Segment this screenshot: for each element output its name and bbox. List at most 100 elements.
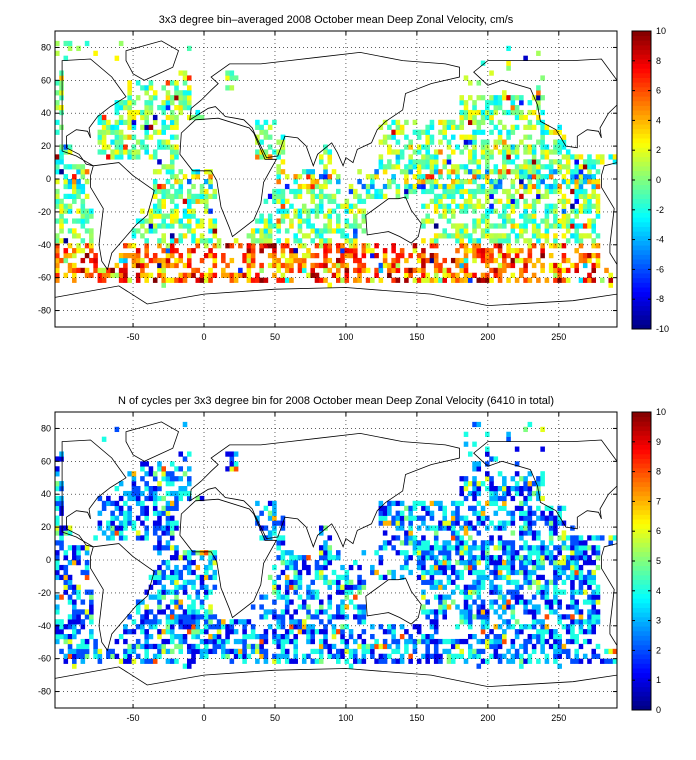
bin-cell — [485, 109, 490, 116]
bin-cell — [370, 277, 375, 283]
bin-cell — [416, 169, 422, 175]
bin-cell — [472, 119, 477, 126]
bin-cell — [523, 159, 528, 165]
bin-cell — [527, 634, 533, 640]
bin-cell — [361, 643, 367, 650]
bin-cell — [199, 183, 205, 190]
bin-cell — [59, 159, 64, 165]
bin-cell — [186, 476, 192, 482]
bin-cell — [93, 257, 98, 264]
bin-cell — [472, 144, 477, 150]
bin-cell — [497, 535, 503, 541]
bin-cell — [510, 560, 516, 566]
bin-cell — [519, 233, 524, 239]
bin-cell — [429, 510, 435, 516]
bin-cell — [323, 169, 328, 175]
bin-cell — [391, 134, 396, 140]
bin-cell — [510, 638, 516, 645]
bin-cell — [318, 228, 324, 234]
bin-cell — [178, 233, 184, 239]
bin-cell — [301, 619, 307, 625]
bin-cell — [510, 257, 516, 264]
bin-cell — [557, 149, 562, 155]
bin-cell — [480, 129, 486, 135]
bin-cell — [502, 490, 507, 497]
bin-cell — [186, 560, 192, 566]
bin-cell — [510, 129, 516, 135]
bin-cell — [323, 243, 328, 249]
bin-cell — [357, 272, 362, 278]
bin-cell — [242, 648, 247, 655]
bin-cell — [565, 159, 571, 165]
bin-cell — [553, 243, 558, 249]
bin-cell — [544, 550, 550, 556]
bin-cell — [280, 643, 286, 650]
bin-cell — [433, 238, 439, 244]
bin-cell — [523, 114, 528, 121]
bin-cell — [191, 569, 196, 576]
bin-cell — [587, 154, 592, 160]
bin-cell — [353, 228, 358, 234]
bin-cell — [485, 555, 490, 561]
bin-cell — [591, 629, 597, 635]
bin-cell — [591, 179, 597, 185]
bin-cell — [127, 471, 132, 477]
bin-cell — [433, 272, 439, 278]
bin-cell — [595, 643, 601, 650]
bin-cell — [506, 233, 511, 239]
bin-cell — [336, 614, 341, 620]
bin-cell — [306, 629, 311, 635]
bin-cell — [582, 545, 588, 551]
bin-cell — [485, 228, 490, 234]
bin-cell — [110, 149, 115, 155]
bin-cell — [55, 471, 60, 477]
bin-cell — [280, 159, 286, 165]
bin-cell — [527, 530, 533, 536]
colorbar-segment — [632, 231, 651, 237]
bin-cell — [412, 129, 418, 135]
bin-cell — [272, 564, 277, 571]
bin-cell — [289, 203, 294, 209]
bin-cell — [246, 653, 252, 659]
bin-cell — [502, 253, 507, 259]
bin-cell — [570, 560, 575, 566]
bin-cell — [536, 183, 541, 190]
bin-cell — [429, 574, 435, 581]
bin-cell — [450, 277, 456, 283]
bin-cell — [157, 267, 162, 274]
bin-cell — [404, 188, 409, 195]
bin-cell — [595, 584, 601, 590]
bin-cell — [446, 520, 452, 526]
bin-cell — [135, 495, 141, 502]
bin-cell — [485, 179, 490, 185]
bin-cell — [489, 95, 494, 101]
bin-cell — [165, 80, 171, 86]
bin-cell — [472, 421, 477, 428]
bin-cell — [510, 530, 516, 536]
bin-cell — [463, 105, 469, 111]
bin-cell — [55, 233, 60, 239]
bin-cell — [502, 267, 507, 274]
bin-cell — [421, 604, 426, 610]
bin-cell — [204, 648, 209, 655]
bin-cell — [204, 277, 209, 283]
bin-cell — [476, 614, 482, 620]
bin-cell — [595, 589, 601, 595]
bin-cell — [557, 535, 562, 541]
bin-cell — [314, 569, 320, 576]
bin-cell — [485, 100, 490, 106]
bin-cell — [301, 564, 307, 571]
bin-cell — [497, 525, 503, 531]
bin-cell — [442, 510, 447, 516]
bin-cell — [314, 629, 320, 635]
bin-cell — [527, 555, 533, 561]
bin-cell — [267, 515, 273, 521]
bin-cell — [416, 164, 422, 170]
bin-cell — [216, 629, 222, 635]
bin-cell — [169, 505, 175, 511]
bin-cell — [574, 159, 579, 165]
bin-cell — [391, 629, 396, 635]
bin-cell — [502, 139, 507, 145]
bin-cell — [59, 629, 64, 635]
bin-cell — [506, 134, 511, 140]
